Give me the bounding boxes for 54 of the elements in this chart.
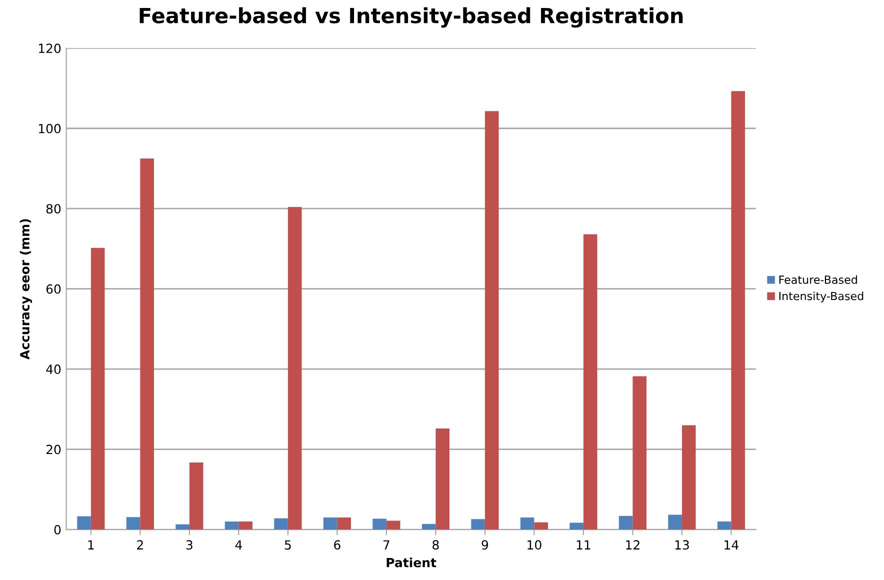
bar <box>140 158 154 530</box>
chart-title: Feature-based vs Intensity-based Registration <box>140 7 683 28</box>
bar <box>126 517 140 530</box>
bar <box>189 462 204 530</box>
bar <box>682 425 696 530</box>
x-tick-label: 3 <box>186 540 192 550</box>
bar <box>323 518 338 530</box>
bar <box>520 518 534 530</box>
y-tick-label: 0 <box>54 525 61 534</box>
x-tick-label: 1 <box>88 540 94 550</box>
bar <box>471 519 485 530</box>
bar <box>570 522 584 530</box>
y-axis-title: Accuracy eeor (mm) <box>20 219 32 360</box>
x-tick-label: 7 <box>383 540 390 550</box>
y-tick-label: 100 <box>38 124 61 134</box>
bar <box>422 524 436 530</box>
bar <box>731 91 745 530</box>
x-tick-label: 14 <box>724 540 738 550</box>
bar <box>583 234 598 530</box>
bar <box>632 376 646 530</box>
y-tick-label: 120 <box>38 44 61 54</box>
x-tick-label: 9 <box>482 540 488 550</box>
bar <box>337 518 351 530</box>
bar <box>288 207 302 530</box>
x-tick-label: 2 <box>137 540 143 550</box>
bar <box>372 518 386 530</box>
x-tick-label: 12 <box>626 540 640 550</box>
bar <box>224 522 239 530</box>
bar <box>717 522 732 530</box>
y-tick-label: 40 <box>46 364 61 374</box>
x-tick-label: 4 <box>235 540 242 550</box>
y-tick-label: 80 <box>46 204 61 214</box>
legend-label: Feature-Based <box>779 275 857 284</box>
x-tick-label: 6 <box>334 540 340 550</box>
bar <box>90 248 105 530</box>
bar <box>77 516 91 530</box>
x-tick-label: 5 <box>284 540 291 550</box>
y-tick-label: 20 <box>46 444 61 454</box>
x-axis-title: Patient <box>386 558 436 568</box>
bar <box>238 522 252 530</box>
x-tick-label: 10 <box>528 540 542 550</box>
x-tick-label: 8 <box>432 540 439 550</box>
y-tick-label: 60 <box>46 284 61 294</box>
bar <box>484 111 499 530</box>
bar <box>534 522 548 530</box>
bar <box>176 524 190 530</box>
bar <box>274 518 288 530</box>
legend-label: Intensity-Based <box>779 292 864 302</box>
bar <box>618 516 633 530</box>
bar <box>386 520 400 530</box>
bar <box>436 428 450 530</box>
x-tick-label: 13 <box>675 540 689 550</box>
bar <box>668 514 682 530</box>
x-tick-label: 11 <box>576 540 590 550</box>
